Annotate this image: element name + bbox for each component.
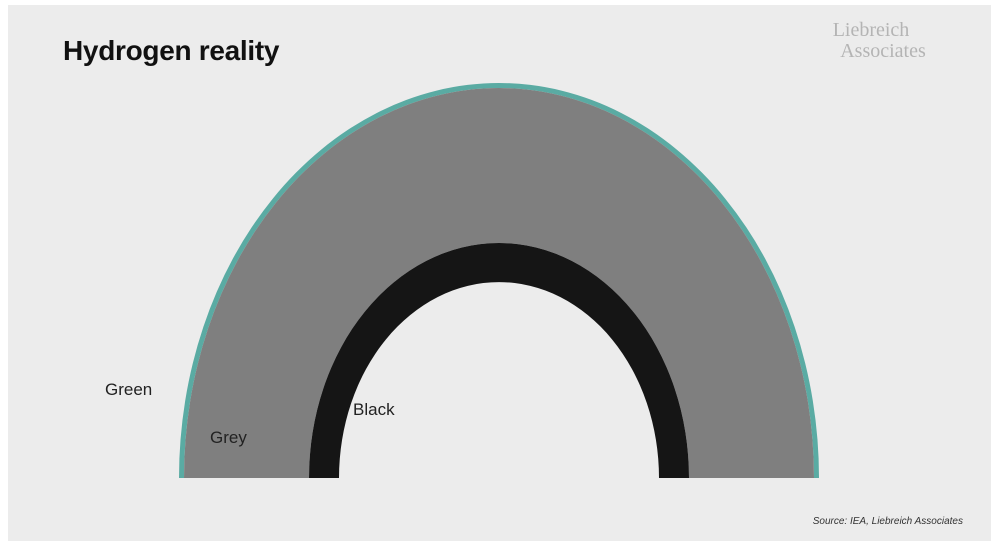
- source-note: Source: IEA, Liebreich Associates: [812, 516, 963, 527]
- label-black: Black: [353, 400, 395, 419]
- arc-grey: [184, 88, 814, 478]
- brand-line-1: Liebreich: [832, 19, 910, 41]
- brand-line-2: Associates: [840, 40, 926, 62]
- brand-logo: Liebreich Associates: [803, 20, 963, 62]
- slide-canvas: Hydrogen reality Liebreich Associates Gr…: [8, 5, 991, 541]
- hydrogen-arc-chart: Green Grey Black: [105, 83, 819, 478]
- arc-black: [309, 243, 689, 478]
- label-grey: Grey: [210, 428, 247, 447]
- label-green: Green: [105, 380, 152, 399]
- slide-title: Hydrogen reality: [63, 35, 280, 66]
